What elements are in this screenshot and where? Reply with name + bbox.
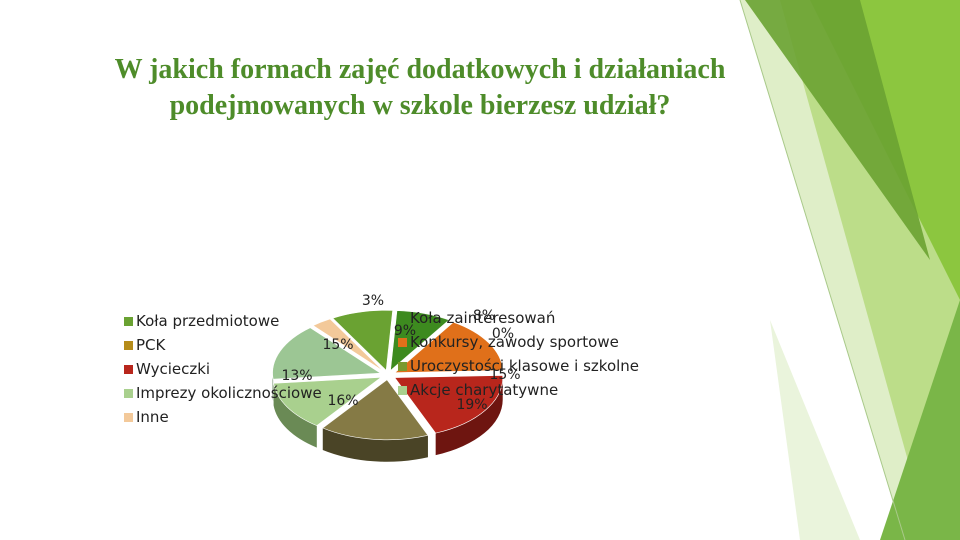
legend-entry: Wycieczki: [124, 357, 322, 381]
deco-pale-wedge: [770, 320, 860, 540]
legend-label: Wycieczki: [136, 360, 211, 378]
legend-label: Konkursy, zawody sportowe: [410, 333, 619, 351]
pie-data-label: 3%: [362, 293, 384, 309]
pie-data-label: 8%: [473, 308, 495, 324]
pie-data-label: 13%: [281, 368, 312, 384]
pie-slice: [312, 318, 384, 372]
deco-stripe-dark: [745, 0, 930, 260]
slide-title-line-2: podejmowanych w szkole bierzesz udział?: [169, 90, 671, 121]
pie-slice-side: [435, 377, 503, 456]
legend-entry: Koła zainteresowań: [398, 306, 639, 330]
legend-label: Uroczystości klasowe i szkolne: [410, 357, 640, 375]
legend-swatch: [124, 388, 133, 398]
pie-tops: [272, 310, 504, 441]
legend-entry: Koła przedmiotowe: [124, 309, 322, 333]
pie-data-label: 15%: [322, 337, 353, 353]
pie-data-label: 19%: [456, 397, 487, 413]
legend-left: Koła przedmiotowe PCK Wycieczki Imprezy oko…: [124, 309, 322, 429]
slide-title: W jakich formach zajęć dodatkowych i dzi…: [40, 52, 800, 124]
pie-data-label: 9%: [394, 323, 416, 339]
legend-swatch: [398, 337, 407, 347]
slide-title-line-1: W jakich formach zajęć dodatkowych i dzi…: [114, 54, 726, 85]
legend-swatch: [398, 361, 407, 371]
legend-entry: PCK: [124, 333, 322, 357]
legend-swatch: [124, 340, 133, 350]
pie-slice-side: [273, 383, 317, 448]
legend-label: Akcje charytatywne: [410, 381, 559, 399]
legend-label: Koła zainteresowań: [410, 309, 556, 327]
deco-triangle-bottom: [880, 300, 960, 540]
pie-sides: [272, 373, 503, 462]
pie-data-label: 0%: [492, 326, 514, 342]
legend-swatch: [124, 364, 133, 374]
pie-slice: [390, 310, 450, 372]
legend-swatch: [124, 316, 133, 326]
legend-entry: Akcje charytatywne: [398, 378, 639, 402]
pie-data-label: 16%: [327, 393, 358, 409]
legend-label: Inne: [136, 408, 169, 426]
legend-label: Koła przedmiotowe: [136, 312, 280, 330]
pie-slice: [394, 321, 504, 373]
legend-swatch: [124, 412, 133, 422]
pie-labels: 8% 15% 0% 19% 16% 13% 15% 3% 9%: [281, 293, 520, 413]
pie-slice-side: [272, 373, 274, 402]
legend-entry: Imprezy okolicznościowe: [124, 381, 322, 405]
deco-thin-line: [739, 0, 906, 540]
legend-right: Koła zainteresowań Konkursy, zawody sport…: [398, 306, 639, 402]
pie-slice: [332, 310, 393, 371]
legend-swatch: [398, 385, 407, 395]
pie-slice-side: [322, 427, 428, 462]
pie-slice: [322, 379, 429, 441]
pie-data-label: 15%: [489, 367, 520, 383]
legend-label: Imprezy okolicznościowe: [136, 384, 322, 402]
legend-entry: Uroczystości klasowe i szkolne: [398, 354, 639, 378]
legend-entry: Konkursy, zawody sportowe: [398, 330, 639, 354]
legend-label: PCK: [136, 336, 166, 354]
pie-slice: [273, 377, 383, 426]
pie-slice: [394, 375, 503, 434]
pie-slice: [272, 327, 382, 380]
legend-entry: Inne: [124, 405, 322, 429]
legend-swatch: [398, 313, 407, 323]
